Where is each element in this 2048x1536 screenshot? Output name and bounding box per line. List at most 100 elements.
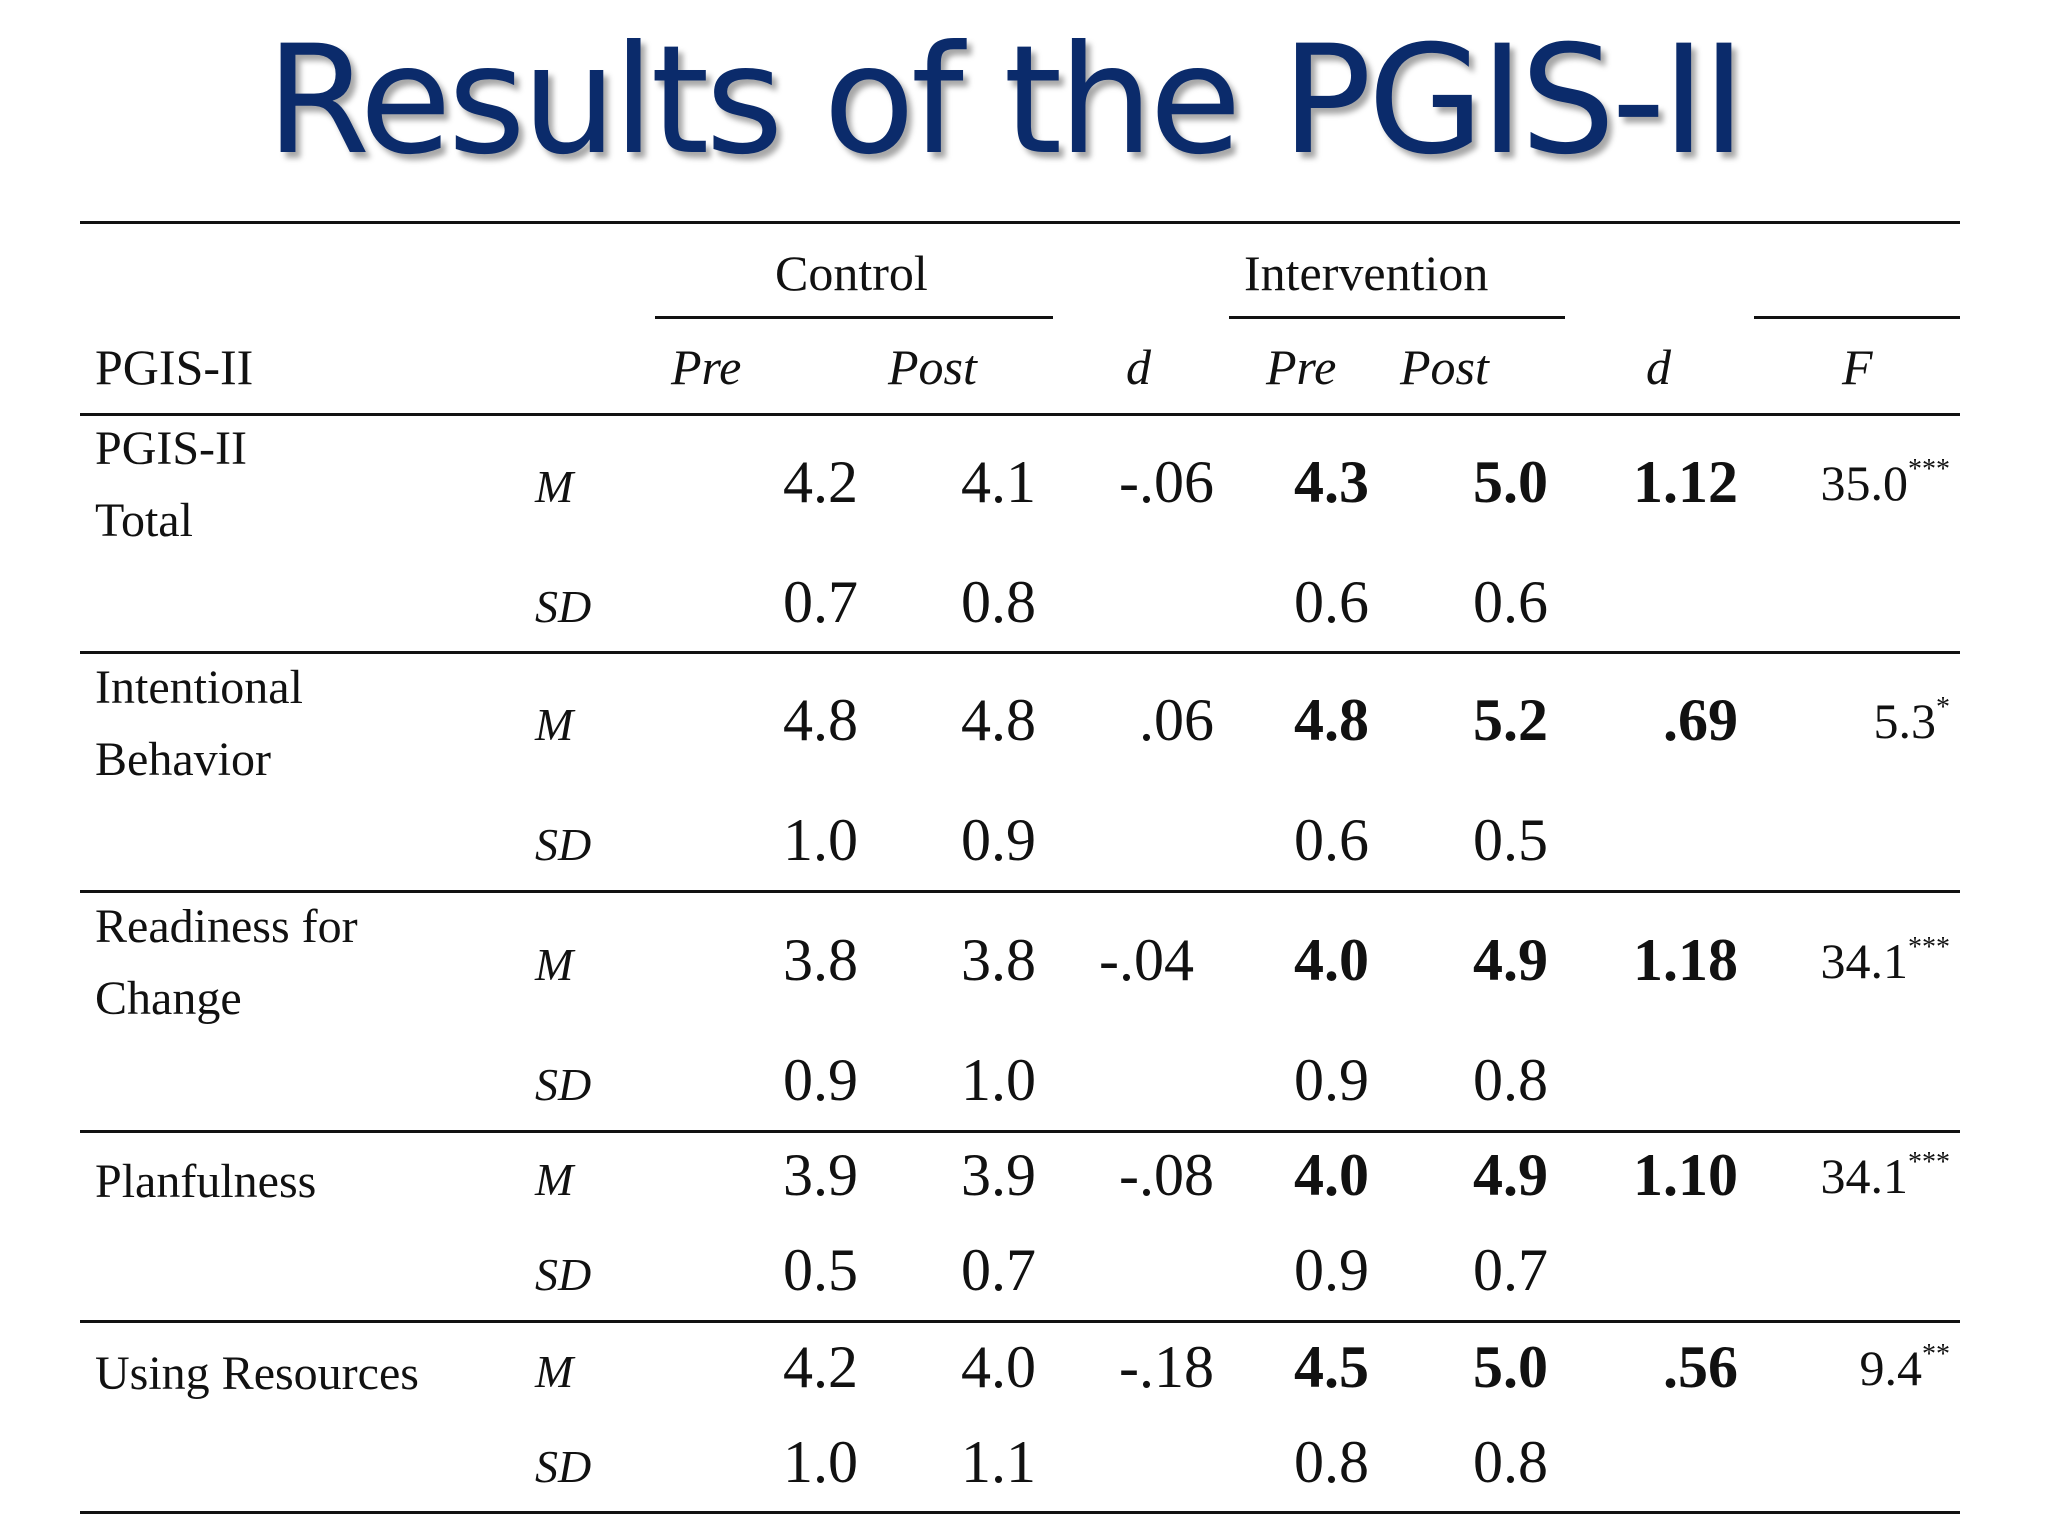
intervention-group-label: Intervention — [1244, 245, 1489, 301]
measure-label-line: PGIS-II — [95, 422, 247, 475]
intervention-pre-header: Pre — [1266, 339, 1337, 395]
sd-i-post-value: 0.8 — [1473, 1429, 1548, 1495]
mean-i-pre-value: 4.8 — [1294, 687, 1369, 753]
measure-label-line: Readiness for — [95, 900, 358, 953]
mean-i-pre-value: 4.0 — [1294, 1142, 1369, 1208]
mean-c-post-value: 4.0 — [961, 1334, 1036, 1400]
sd-row-label: SD — [535, 1059, 592, 1110]
mean-i-post-value: 5.0 — [1473, 449, 1548, 515]
f-statistic-value: 34.1*** — [1710, 933, 1951, 989]
sd-row-label: SD — [535, 1249, 592, 1300]
mean-c-pre-value: 4.2 — [783, 1334, 858, 1400]
f-value: 34.1 — [1820, 933, 1909, 989]
f-column-rule — [1754, 316, 1960, 319]
mean-row-label: M — [535, 461, 574, 512]
intervention-post-header: Post — [1400, 339, 1489, 395]
sd-c-post-value: 1.1 — [961, 1429, 1036, 1495]
mean-c-pre-value: 4.2 — [783, 449, 858, 515]
control-pre-header: Pre — [671, 339, 742, 395]
f-value: 34.1 — [1820, 1148, 1909, 1204]
mean-i-d-value: 1.10 — [1633, 1142, 1738, 1208]
measure-column-header: PGIS-II — [95, 339, 254, 395]
f-statistic-value: 35.0*** — [1710, 455, 1951, 511]
mean-row-label: M — [535, 939, 574, 990]
mean-c-d-value: -.06 — [1119, 449, 1214, 515]
measure-label-line: Using Resources — [95, 1347, 419, 1400]
sd-row-label: SD — [535, 1441, 592, 1492]
f-statistic-value: 5.3* — [1710, 693, 1951, 749]
mean-row-label: M — [535, 1346, 574, 1397]
row-separator-rule — [80, 1511, 1960, 1514]
sd-i-post-value: 0.6 — [1473, 569, 1548, 635]
row-separator-rule — [80, 651, 1960, 654]
sd-c-post-value: 1.0 — [961, 1047, 1036, 1113]
sd-c-post-value: 0.7 — [961, 1237, 1036, 1303]
mean-i-d-value: .69 — [1663, 687, 1738, 753]
measure-label-line: Change — [95, 972, 242, 1025]
row-separator-rule — [80, 1130, 1960, 1133]
mean-i-pre-value: 4.3 — [1294, 449, 1369, 515]
sd-c-post-value: 0.9 — [961, 807, 1036, 873]
row-separator-rule — [80, 890, 1960, 893]
sd-c-pre-value: 1.0 — [783, 1429, 858, 1495]
mean-i-pre-value: 4.5 — [1294, 1334, 1369, 1400]
mean-c-d-value: .06 — [1139, 687, 1214, 753]
f-header: F — [1842, 339, 1873, 395]
sd-i-pre-value: 0.9 — [1294, 1047, 1369, 1113]
sd-i-pre-value: 0.9 — [1294, 1237, 1369, 1303]
row-separator-rule — [80, 1320, 1960, 1323]
mean-i-pre-value: 4.0 — [1294, 927, 1369, 993]
intervention-d-header: d — [1646, 339, 1671, 395]
mean-c-post-value: 4.8 — [961, 687, 1036, 753]
mean-i-d-value: .56 — [1663, 1334, 1738, 1400]
sd-c-pre-value: 0.5 — [783, 1237, 858, 1303]
sd-row-label: SD — [535, 819, 592, 870]
mean-c-post-value: 3.8 — [961, 927, 1036, 993]
significance-marker: * — [1936, 692, 1950, 723]
mean-row-label: M — [535, 1154, 574, 1205]
sd-i-pre-value: 0.6 — [1294, 569, 1369, 635]
sd-c-post-value: 0.8 — [961, 569, 1036, 635]
slide-title: Results of the PGIS-II — [265, 14, 1746, 188]
f-value: 9.4 — [1859, 1340, 1923, 1396]
control-d-header: d — [1126, 339, 1151, 395]
f-value: 5.3 — [1873, 693, 1937, 749]
mean-i-post-value: 4.9 — [1473, 927, 1548, 993]
mean-c-d-value: -.04 — [1099, 927, 1194, 993]
mean-c-post-value: 3.9 — [961, 1142, 1036, 1208]
mean-i-post-value: 5.0 — [1473, 1334, 1548, 1400]
sd-i-pre-value: 0.8 — [1294, 1429, 1369, 1495]
mean-i-post-value: 4.9 — [1473, 1142, 1548, 1208]
control-group-label: Control — [775, 245, 928, 301]
mean-c-pre-value: 4.8 — [783, 687, 858, 753]
measure-label-line: Planfulness — [95, 1155, 317, 1208]
mean-c-pre-value: 3.9 — [783, 1142, 858, 1208]
f-value: 35.0 — [1820, 455, 1909, 511]
header-bottom-rule — [80, 413, 1960, 416]
mean-i-post-value: 5.2 — [1473, 687, 1548, 753]
mean-i-d-value: 1.18 — [1633, 927, 1738, 993]
sd-i-post-value: 0.7 — [1473, 1237, 1548, 1303]
mean-c-d-value: -.08 — [1119, 1142, 1214, 1208]
sd-i-post-value: 0.8 — [1473, 1047, 1548, 1113]
sd-row-label: SD — [535, 581, 592, 632]
measure-label-line: Intentional — [95, 661, 303, 714]
sd-i-pre-value: 0.6 — [1294, 807, 1369, 873]
significance-marker: *** — [1908, 932, 1950, 963]
sd-c-pre-value: 1.0 — [783, 807, 858, 873]
mean-c-post-value: 4.1 — [961, 449, 1036, 515]
table-top-rule — [80, 221, 1960, 224]
control-group-rule — [655, 316, 1053, 319]
f-statistic-value: 34.1*** — [1710, 1148, 1951, 1204]
mean-row-label: M — [535, 699, 574, 750]
measure-label-line: Behavior — [95, 733, 271, 786]
significance-marker: *** — [1908, 1147, 1950, 1178]
f-statistic-value: 9.4** — [1710, 1340, 1951, 1396]
intervention-group-rule — [1229, 316, 1565, 319]
mean-c-d-value: -.18 — [1119, 1334, 1214, 1400]
measure-label-line: Total — [95, 494, 193, 547]
sd-c-pre-value: 0.9 — [783, 1047, 858, 1113]
sd-c-pre-value: 0.7 — [783, 569, 858, 635]
control-post-header: Post — [888, 339, 977, 395]
significance-marker: *** — [1908, 454, 1950, 485]
